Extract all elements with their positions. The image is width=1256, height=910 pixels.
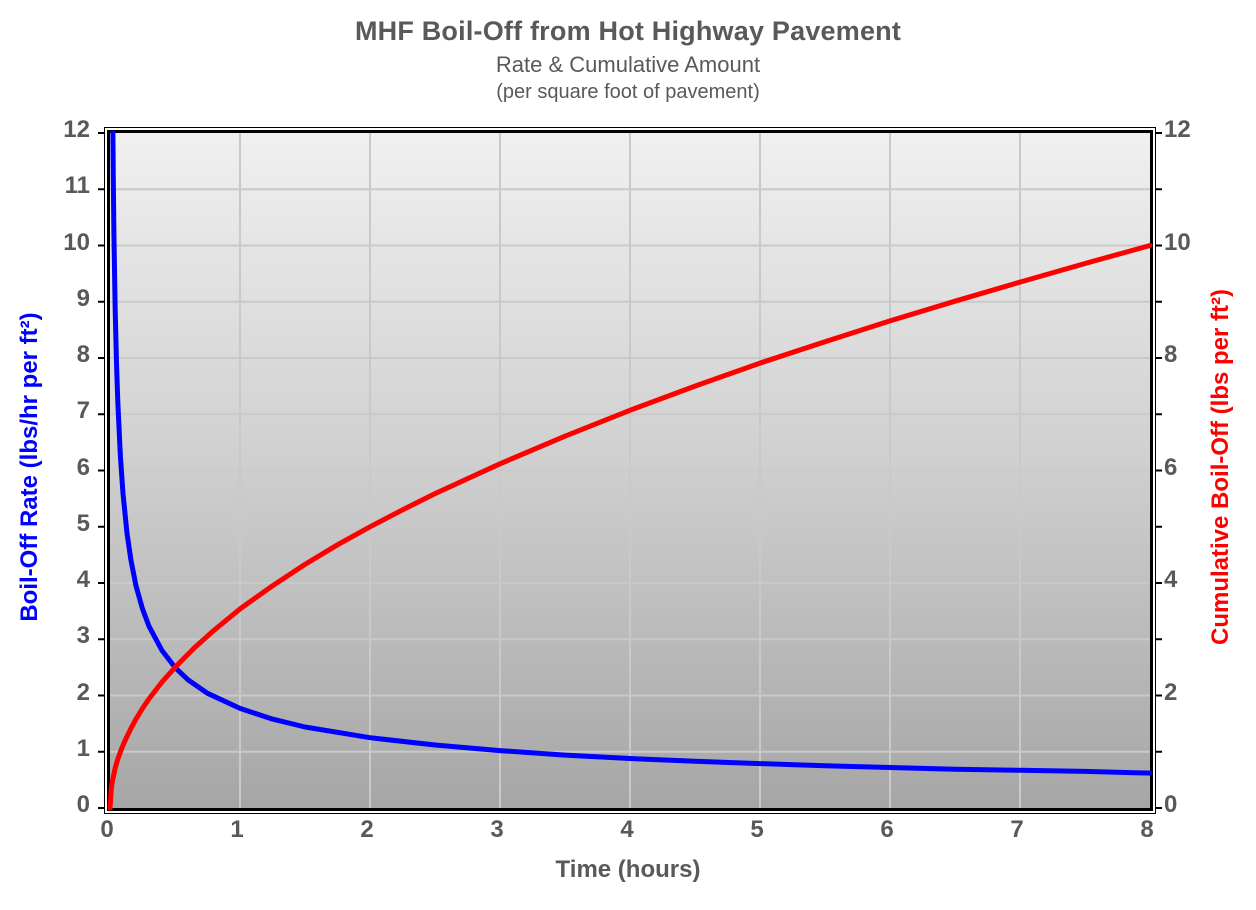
right-axis-tick-label: 2 [1164,678,1178,706]
x-axis-tick-label: 6 [880,816,894,843]
right-axis-tick-label: 0 [1164,791,1178,818]
left-axis-tick-label: 5 [76,509,90,537]
right-axis-tick-label: 6 [1164,453,1178,481]
x-axis-tick-label: 7 [1010,816,1024,843]
left-axis-tick-label: 9 [76,284,90,312]
x-axis-tick-label: 4 [620,816,634,843]
left-axis-tick-label: 1 [76,734,90,762]
x-axis-tick-label: 2 [360,816,374,843]
x-axis-tick-label: 8 [1140,816,1154,843]
left-axis-tick-label: 4 [76,566,90,593]
chart-subtitle: Rate & Cumulative Amount [495,52,761,77]
chart-title: MHF Boil-Off from Hot Highway Pavement [354,16,902,46]
right-axis-tick-label: 8 [1164,341,1178,368]
x-axis-tick-label: 5 [750,816,764,843]
x-axis-title: Time (hours) [555,856,701,883]
left-axis-tick-label: 3 [76,622,90,650]
rate-curve [110,130,1153,776]
left-axis-tick-label: 7 [76,397,90,425]
x-axis-tick-label: 3 [490,816,504,843]
right-axis-tick-label: 12 [1164,116,1191,143]
plot-area [98,127,1162,814]
chart-subtitle-parenthetical: (per square foot of pavement) [496,81,760,103]
left-axis-tick-label: 8 [76,341,90,368]
left-axis-tick-label: 10 [63,228,90,256]
left-axis-tick-label: 11 [64,172,90,200]
x-axis-tick-label: 1 [230,816,244,843]
left-axis-tick-label: 0 [76,791,90,818]
right-axis-tick-label: 4 [1164,566,1178,593]
cumulative-curve [107,243,1153,811]
left-axis-tick-label: 12 [63,116,90,143]
left-axis-tick-label: 2 [76,678,90,706]
left-axis-tick-label: 6 [76,453,90,481]
x-axis-tick-label: 0 [100,816,114,843]
plot-canvas [98,130,1162,811]
right-axis-tick-label: 10 [1164,228,1191,256]
